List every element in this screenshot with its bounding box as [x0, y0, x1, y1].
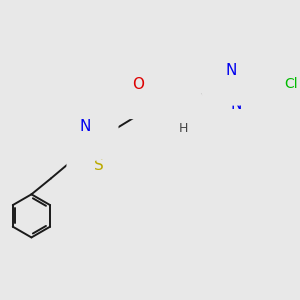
Text: S: S	[94, 158, 104, 173]
Text: N: N	[231, 97, 242, 112]
Text: N: N	[226, 63, 237, 78]
Text: N: N	[80, 118, 91, 134]
Text: Cl: Cl	[285, 77, 298, 91]
Text: H: H	[179, 122, 188, 135]
Text: N: N	[168, 112, 179, 128]
Text: O: O	[132, 76, 144, 92]
